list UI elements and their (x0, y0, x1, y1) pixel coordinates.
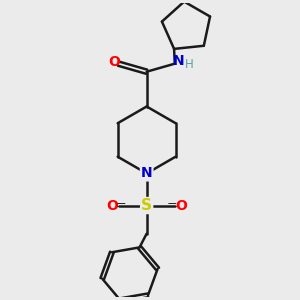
Text: N: N (141, 167, 152, 180)
Text: O: O (108, 55, 120, 69)
Text: N: N (172, 54, 184, 68)
Text: S: S (141, 198, 152, 213)
Text: =: = (116, 199, 127, 212)
Text: O: O (175, 199, 187, 212)
Text: H: H (185, 58, 194, 71)
Text: O: O (106, 199, 119, 212)
Text: =: = (167, 199, 177, 212)
